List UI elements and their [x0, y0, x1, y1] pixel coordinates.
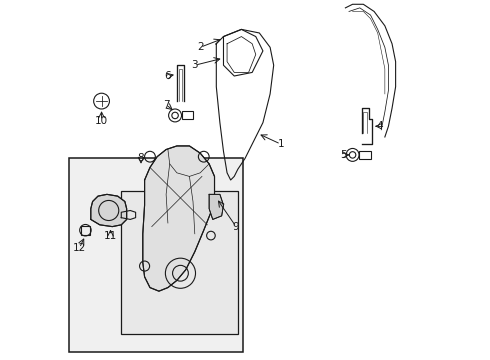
Polygon shape — [91, 194, 126, 226]
Text: 4: 4 — [376, 121, 383, 131]
Text: 10: 10 — [95, 116, 108, 126]
Text: 5: 5 — [341, 150, 347, 160]
Polygon shape — [209, 194, 223, 220]
Text: 3: 3 — [192, 60, 198, 70]
Bar — [81, 226, 90, 234]
Text: 1: 1 — [277, 139, 284, 149]
Bar — [182, 111, 194, 119]
Text: 12: 12 — [73, 243, 86, 253]
Text: 9: 9 — [233, 222, 239, 231]
Bar — [359, 151, 370, 159]
Bar — [69, 158, 243, 352]
Text: 2: 2 — [197, 42, 203, 52]
Text: 6: 6 — [165, 71, 171, 81]
Bar — [122, 191, 238, 334]
Text: 11: 11 — [104, 231, 117, 240]
Polygon shape — [143, 146, 215, 291]
Text: 7: 7 — [163, 100, 170, 110]
Text: 8: 8 — [138, 153, 145, 163]
